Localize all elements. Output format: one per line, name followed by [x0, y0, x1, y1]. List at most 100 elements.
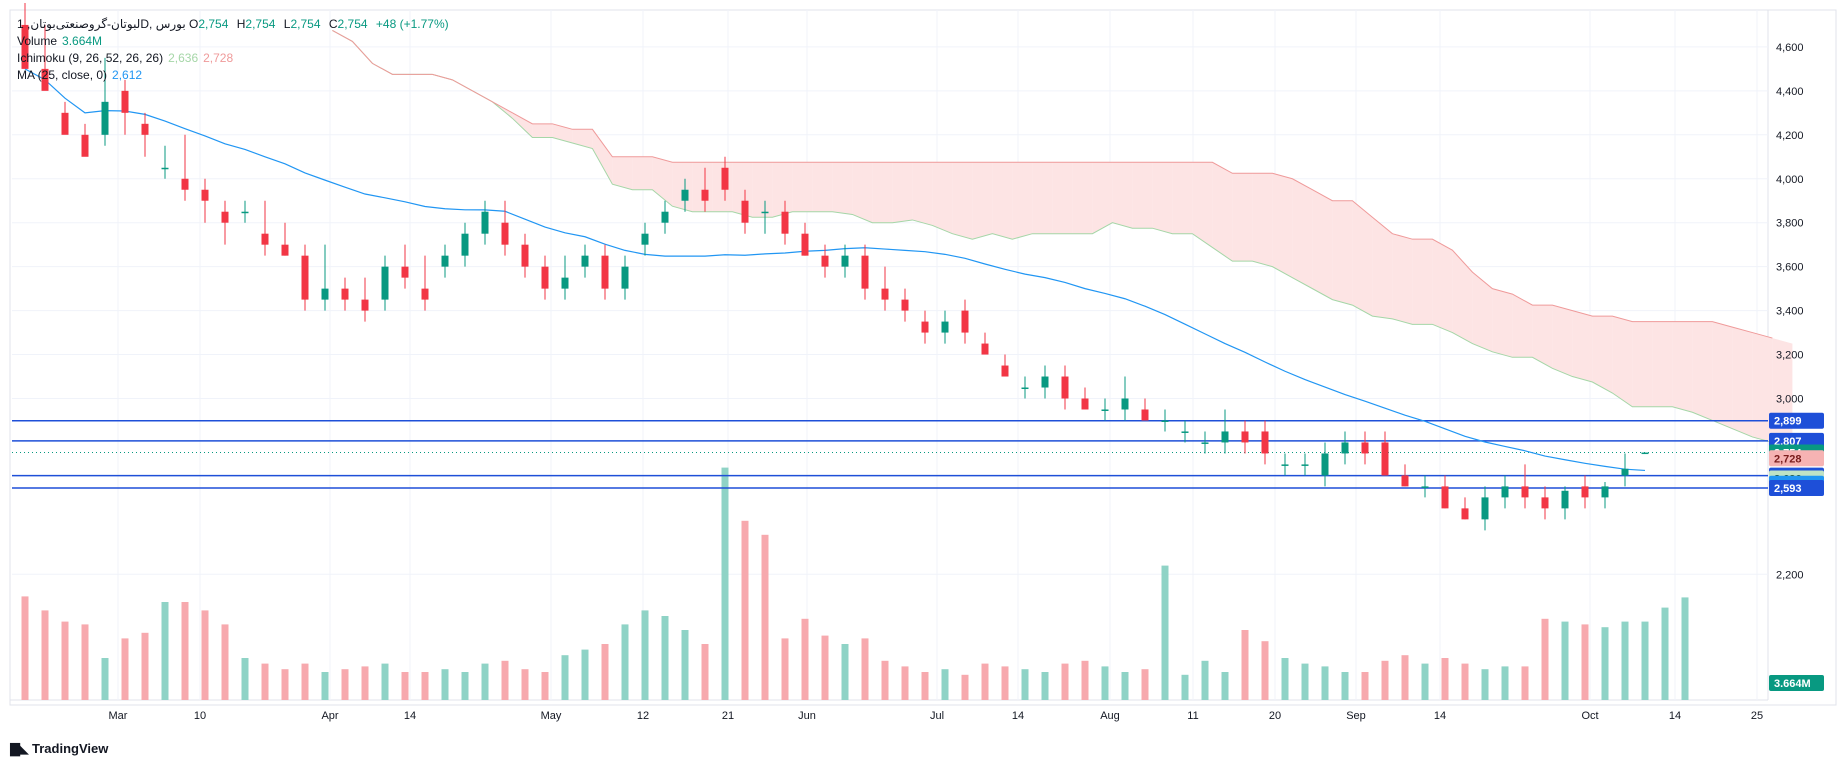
candle-body[interactable] [181, 178, 189, 190]
time-axis[interactable]: Mar 10 Apr 14 May 12 21 Jun Jul 14 Aug 11 20 Sep 14 Oct… [109, 710, 1764, 722]
candle-body[interactable] [521, 244, 529, 267]
candle-body[interactable] [821, 255, 829, 267]
ma-label: MA (25, close, 0) [17, 68, 108, 82]
volume-row[interactable]: Volume 3.664M [17, 33, 449, 50]
candle-body[interactable] [961, 310, 969, 333]
candles[interactable] [21, 2, 1649, 531]
candle-body[interactable] [1001, 365, 1009, 377]
candle-body[interactable] [981, 343, 989, 355]
candle-body[interactable] [721, 167, 729, 190]
candle-body[interactable] [1081, 398, 1089, 410]
candle-body[interactable] [201, 189, 209, 201]
candle-body[interactable] [1301, 464, 1309, 466]
candle-body[interactable] [321, 288, 329, 300]
candle-body[interactable] [1441, 486, 1449, 509]
candle-body[interactable] [741, 200, 749, 223]
candle-body[interactable] [1501, 486, 1509, 498]
candle-body[interactable] [61, 112, 69, 135]
candle-body[interactable] [221, 211, 229, 223]
candle-body[interactable] [481, 211, 489, 234]
candle-body[interactable] [1641, 452, 1649, 455]
candle-body[interactable] [601, 255, 609, 289]
candle-body[interactable] [581, 255, 589, 267]
candle-body[interactable] [381, 266, 389, 300]
tradingview-logo[interactable]: ▇◣ TradingView [10, 741, 108, 757]
ma-row[interactable]: MA (25, close, 0) 2,612 [17, 67, 449, 84]
volume-bar [621, 624, 629, 700]
price-axis[interactable]: 4,600 4,400 4,200 4,000 3,800 3,600 3,400 3,200… [1776, 42, 1804, 581]
candle-body[interactable] [1281, 464, 1289, 466]
candle-body[interactable] [41, 68, 49, 91]
candle-body[interactable] [101, 101, 109, 135]
candle-body[interactable] [1601, 486, 1609, 498]
ichimoku-label: Ichimoku (9, 26, 52, 26, 26) [17, 51, 164, 65]
candle-body[interactable] [161, 167, 169, 170]
candle-body[interactable] [341, 288, 349, 300]
candle-body[interactable] [1621, 468, 1629, 476]
candle-body[interactable] [1221, 431, 1229, 443]
cloud-segment [1452, 250, 1473, 344]
candle-body[interactable] [501, 222, 509, 245]
candle-body[interactable] [861, 255, 869, 289]
candle-body[interactable] [801, 233, 809, 256]
candle-body[interactable] [1141, 409, 1149, 421]
candle-body[interactable] [921, 321, 929, 333]
candle-body[interactable] [701, 189, 709, 201]
candle-body[interactable] [1241, 431, 1249, 443]
candle-body[interactable] [641, 233, 649, 245]
candle-body[interactable] [1381, 442, 1389, 476]
horizontal-lines[interactable] [12, 419, 1768, 489]
candle-body[interactable] [941, 321, 949, 333]
candle-body[interactable] [1121, 398, 1129, 410]
candle-body[interactable] [881, 288, 889, 300]
candle-body[interactable] [781, 211, 789, 234]
candle-body[interactable] [21, 24, 29, 69]
candle-body[interactable] [1181, 431, 1189, 433]
candle-body[interactable] [841, 255, 849, 267]
candle-body[interactable] [421, 288, 429, 300]
candle-body[interactable] [301, 255, 309, 300]
candle-body[interactable] [1581, 486, 1589, 498]
candle-body[interactable] [441, 255, 449, 267]
candle-body[interactable] [1321, 453, 1329, 476]
candle-body[interactable] [1421, 486, 1429, 488]
volume-bar [1101, 666, 1109, 700]
candle-body[interactable] [901, 299, 909, 311]
cloud-segment [1172, 162, 1193, 234]
cloud-segment [532, 123, 553, 138]
candle-body[interactable] [1521, 486, 1529, 498]
candle-body[interactable] [1401, 475, 1409, 487]
candle-body[interactable] [681, 189, 689, 201]
candle-body[interactable] [401, 266, 409, 278]
candle-body[interactable] [1541, 497, 1549, 509]
candle-body[interactable] [141, 123, 149, 135]
candle-body[interactable] [461, 233, 469, 256]
candle-body[interactable] [241, 211, 249, 214]
candle-body[interactable] [1041, 376, 1049, 388]
candle-body[interactable] [121, 90, 129, 113]
candle-body[interactable] [81, 134, 89, 157]
candle-body[interactable] [1341, 442, 1349, 454]
candle-body[interactable] [541, 266, 549, 289]
candle-body[interactable] [621, 266, 629, 289]
candle-body[interactable] [261, 233, 269, 245]
interval[interactable]: 1D [17, 17, 150, 31]
candle-body[interactable] [1481, 497, 1489, 520]
candle-body[interactable] [1061, 376, 1069, 399]
candle-body[interactable] [1361, 442, 1369, 454]
candle-body[interactable] [1101, 409, 1109, 411]
symbol-name[interactable]: لبوتان-گروصنعتی‌بوتان [30, 17, 141, 31]
ichimoku-row[interactable]: Ichimoku (9, 26, 52, 26, 26) 2,636 2,728 [17, 50, 449, 67]
candle-body[interactable] [761, 211, 769, 214]
candle-body[interactable] [1461, 508, 1469, 520]
candle-body[interactable] [1261, 431, 1269, 454]
candle-body[interactable] [361, 299, 369, 311]
candle-body[interactable] [281, 244, 289, 256]
candle-body[interactable] [1161, 420, 1169, 422]
candle-body[interactable] [1561, 490, 1569, 509]
candle-body[interactable] [561, 277, 569, 289]
candle-body[interactable] [1201, 442, 1209, 444]
candle-body[interactable] [661, 211, 669, 223]
candle-body[interactable] [1021, 387, 1029, 390]
